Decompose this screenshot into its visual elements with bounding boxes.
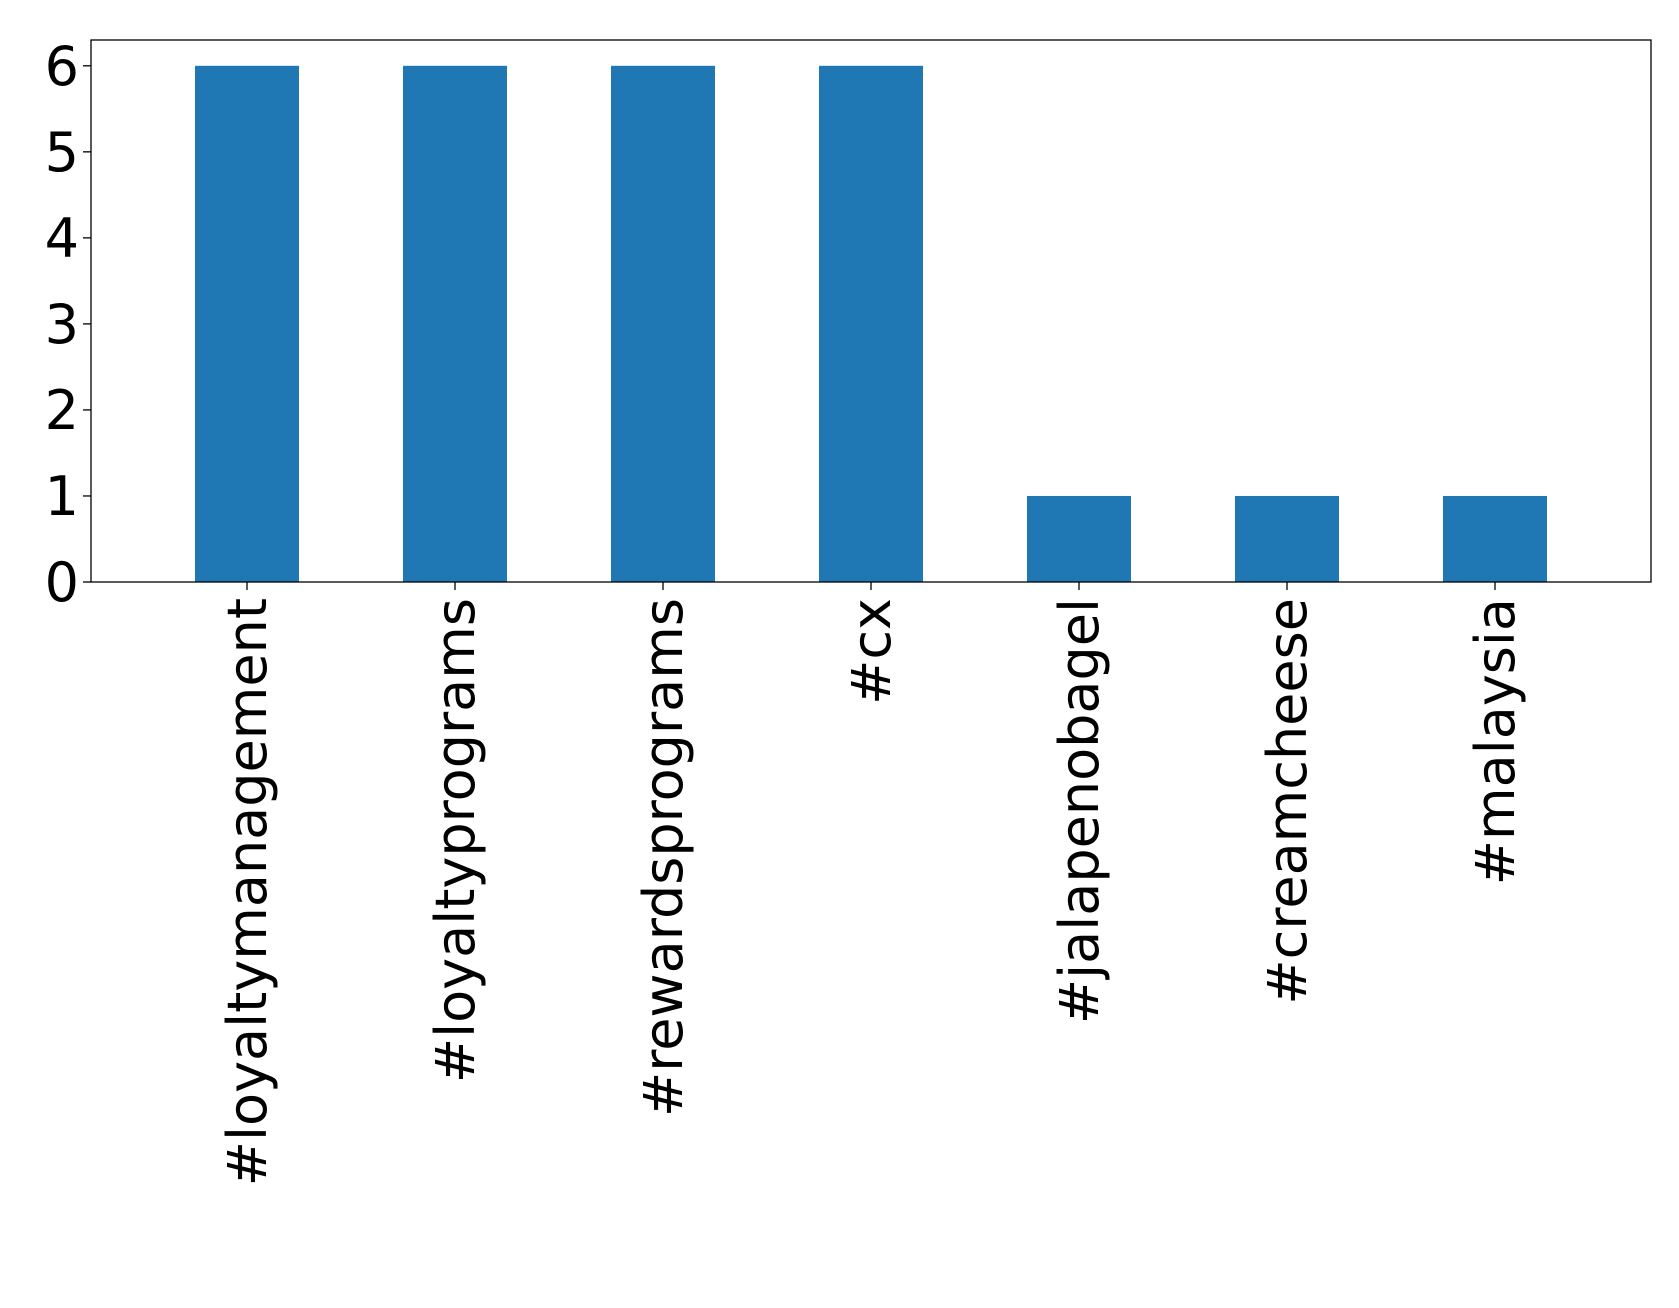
x-tick-label-6: #malaysia	[1464, 598, 1527, 885]
x-tick-label-1: #loyaltyprograms	[424, 598, 487, 1083]
y-tick-label-0: 0	[45, 551, 79, 614]
y-tick-label-6: 6	[45, 35, 79, 98]
y-tick-label-2: 2	[45, 379, 79, 442]
bar-6	[1443, 495, 1547, 582]
bar-0	[195, 65, 299, 583]
x-tick-label-0: #loyaltymanagement	[216, 598, 279, 1186]
plot-frame	[90, 39, 1652, 583]
bar-5	[1235, 495, 1339, 582]
y-axis: 0 1 2 3 4 5 6	[45, 35, 91, 614]
bar-2	[611, 65, 715, 583]
bar-3	[819, 65, 923, 583]
y-tick-label-1: 1	[45, 465, 79, 528]
bars-group	[195, 65, 1547, 583]
x-tick-label-5: #creamcheese	[1256, 598, 1319, 1005]
y-tick-label-4: 4	[45, 207, 79, 270]
y-tick-label-5: 5	[45, 121, 79, 184]
x-tick-label-2: #rewardsprograms	[632, 598, 695, 1117]
y-tick-label-3: 3	[45, 293, 79, 356]
x-axis: #loyaltymanagement #loyaltyprograms #rewar…	[216, 582, 1527, 1186]
x-tick-label-4: #jalapenobagel	[1048, 598, 1111, 1024]
bar-4	[1027, 495, 1131, 582]
bar-1	[403, 65, 507, 583]
x-tick-label-3: #cx	[840, 598, 903, 705]
